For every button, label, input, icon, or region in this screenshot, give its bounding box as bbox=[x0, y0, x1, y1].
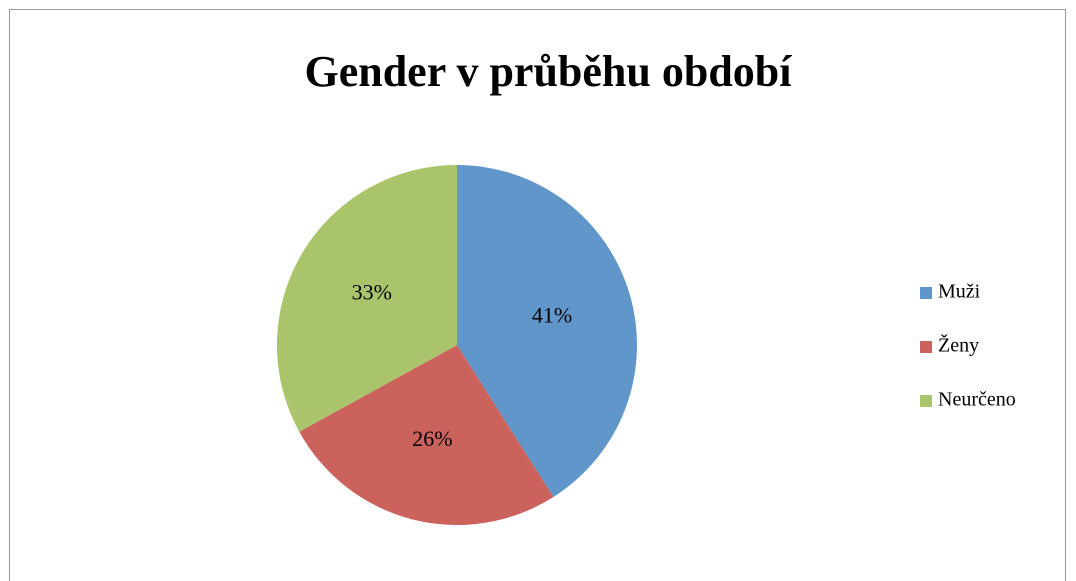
pie-slice bbox=[299, 345, 554, 525]
pie-slice bbox=[457, 165, 637, 497]
legend-swatch bbox=[920, 287, 932, 299]
pie-slice bbox=[277, 165, 457, 432]
legend-swatch bbox=[920, 395, 932, 407]
legend-label: Muži bbox=[938, 281, 981, 303]
chart-title: Gender v průběhu období bbox=[304, 47, 792, 96]
data-label: 26% bbox=[412, 426, 452, 451]
legend-label: Neurčeno bbox=[938, 389, 1016, 411]
data-label: 41% bbox=[532, 302, 572, 327]
legend-swatch bbox=[920, 341, 932, 353]
legend-label: Ženy bbox=[938, 334, 979, 357]
data-label: 33% bbox=[352, 280, 392, 305]
